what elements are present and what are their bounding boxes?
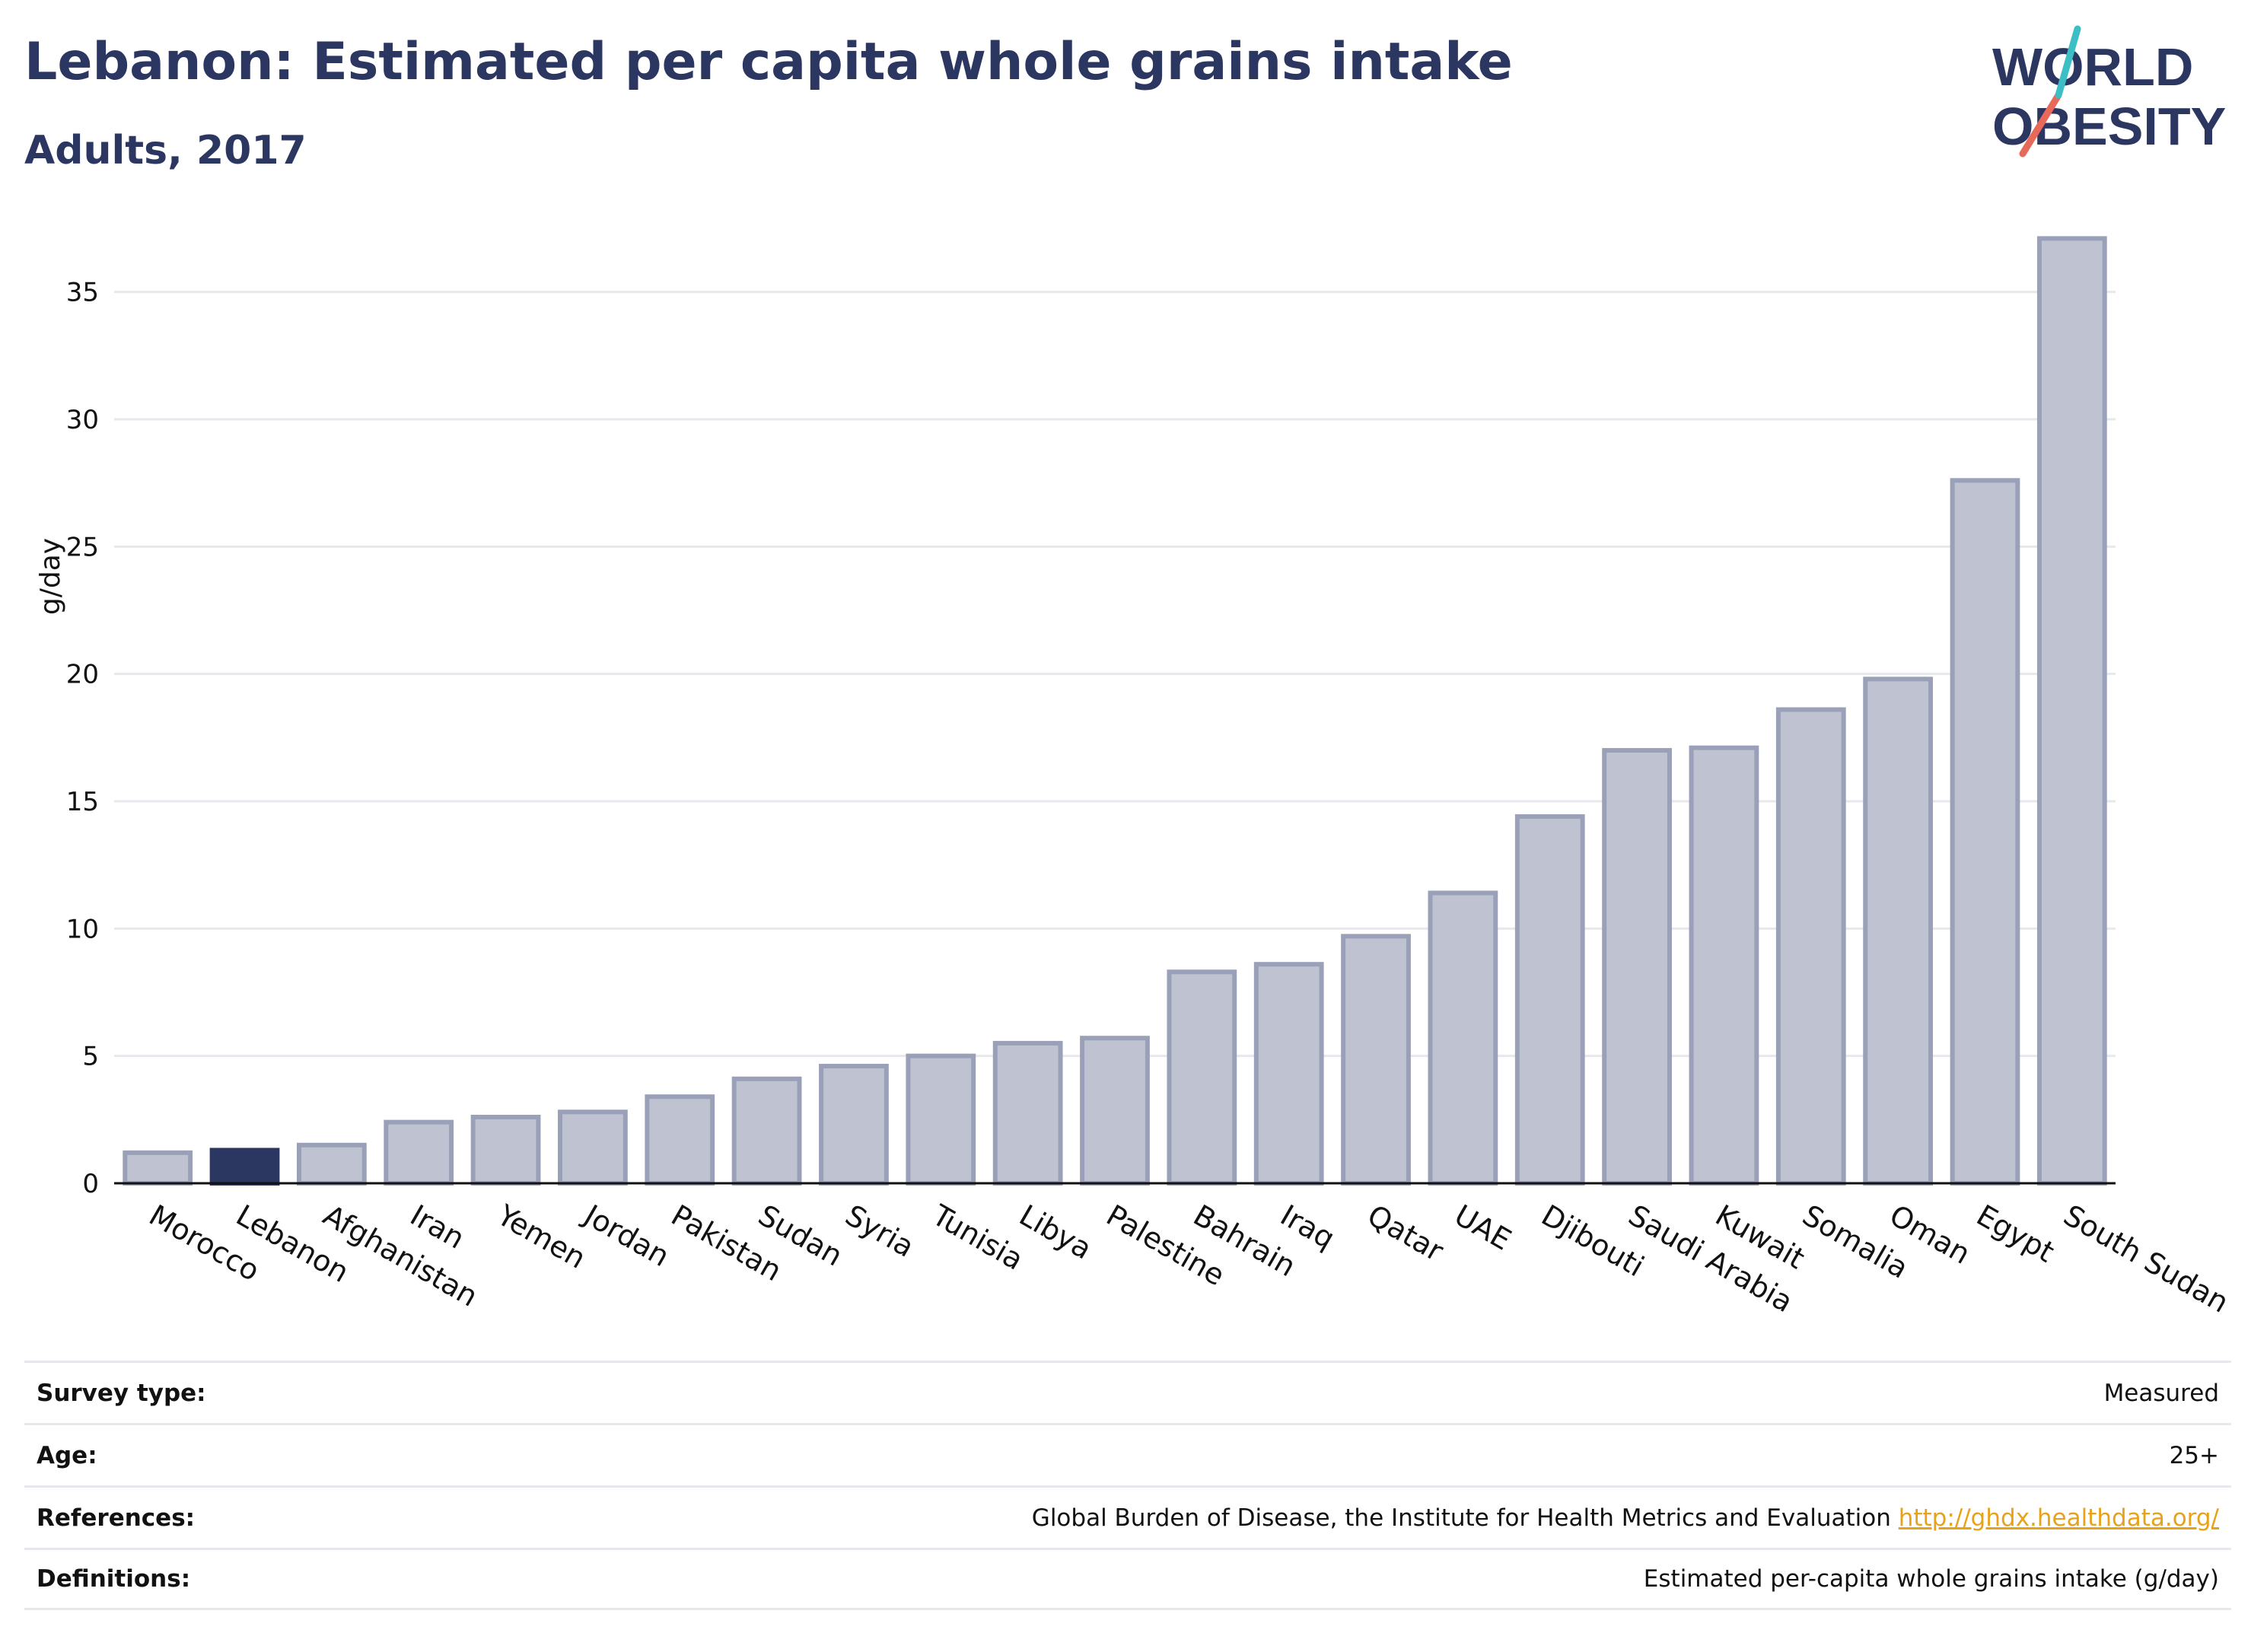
x-tick-label: Egypt — [1971, 1198, 2060, 1269]
bar-south-sudan — [2036, 236, 2107, 1186]
survey-type-value: Measured — [2103, 1379, 2219, 1407]
references-row: References: Global Burden of Disease, th… — [24, 1485, 2231, 1548]
bar-palestine — [1080, 1036, 1150, 1186]
y-tick-label: 0 — [82, 1169, 99, 1199]
bar-jordan — [558, 1109, 628, 1186]
bar-chart: 05101520253035g/dayMoroccoLebanonAfghani… — [35, 236, 2234, 1319]
definitions-label: Definitions: — [37, 1565, 191, 1593]
world-obesity-logo: WORLD OBESITY — [1992, 25, 2226, 158]
bar-iran — [384, 1119, 454, 1186]
y-tick-label: 30 — [66, 405, 99, 435]
bar-oman — [1863, 676, 1934, 1186]
bar-uae — [1428, 890, 1498, 1186]
x-tick-label: UAE — [1449, 1198, 1517, 1257]
x-tick-label: Tunisia — [926, 1198, 1029, 1277]
survey-type-label: Survey type: — [37, 1379, 206, 1407]
x-tick-label: Syria — [839, 1198, 919, 1264]
age-value: 25+ — [2169, 1441, 2219, 1469]
y-axis-label: g/day — [35, 538, 66, 615]
bar-egypt — [1950, 478, 2020, 1186]
bar-afghanistan — [296, 1142, 367, 1186]
bar-iraq — [1253, 962, 1324, 1186]
bar-morocco — [123, 1150, 193, 1186]
references-value: Global Burden of Disease, the Institute … — [1032, 1504, 2219, 1532]
x-tick-label: Jordan — [578, 1198, 675, 1274]
x-tick-label: Yemen — [491, 1198, 591, 1275]
x-tick-label: Libya — [1014, 1198, 1097, 1266]
survey-type-row: Survey type: Measured — [24, 1361, 2231, 1423]
bar-qatar — [1341, 934, 1411, 1186]
x-tick-label: South Sudan — [2058, 1198, 2234, 1319]
references-link[interactable]: http://ghdx.healthdata.org/ — [1898, 1504, 2219, 1532]
y-tick-label: 20 — [66, 660, 99, 690]
bar-sudan — [731, 1076, 802, 1186]
bar-djibouti — [1514, 814, 1585, 1186]
age-row: Age: 25+ — [24, 1423, 2231, 1485]
age-label: Age: — [37, 1441, 97, 1469]
definitions-row: Definitions: Estimated per-capita whole … — [24, 1548, 2231, 1610]
bar-yemen — [470, 1114, 541, 1186]
svg-text:WORLD: WORLD — [1992, 37, 2193, 97]
y-tick-label: 15 — [66, 787, 99, 817]
references-text: Global Burden of Disease, the Institute … — [1031, 1504, 1891, 1532]
bar-kuwait — [1689, 745, 1759, 1186]
bar-somalia — [1775, 707, 1846, 1186]
bar-lebanon — [209, 1147, 280, 1186]
y-tick-label: 5 — [82, 1042, 99, 1072]
bar-syria — [819, 1064, 889, 1186]
definitions-value: Estimated per-capita whole grains intake… — [1643, 1565, 2219, 1593]
bar-pakistan — [645, 1094, 715, 1186]
references-label: References: — [37, 1504, 196, 1532]
bar-tunisia — [906, 1053, 976, 1186]
x-tick-label: Qatar — [1362, 1198, 1450, 1268]
page-title: Lebanon: Estimated per capita whole grai… — [24, 32, 1513, 92]
bar-libya — [992, 1040, 1063, 1186]
page-subtitle: Adults, 2017 — [24, 128, 307, 173]
bar-bahrain — [1167, 969, 1237, 1186]
y-tick-label: 35 — [66, 278, 99, 308]
y-tick-label: 25 — [66, 532, 99, 562]
bar-saudi-arabia — [1602, 748, 1672, 1186]
metadata-table: Survey type: Measured Age: 25+ Reference… — [24, 1361, 2231, 1610]
y-tick-label: 10 — [66, 914, 99, 944]
